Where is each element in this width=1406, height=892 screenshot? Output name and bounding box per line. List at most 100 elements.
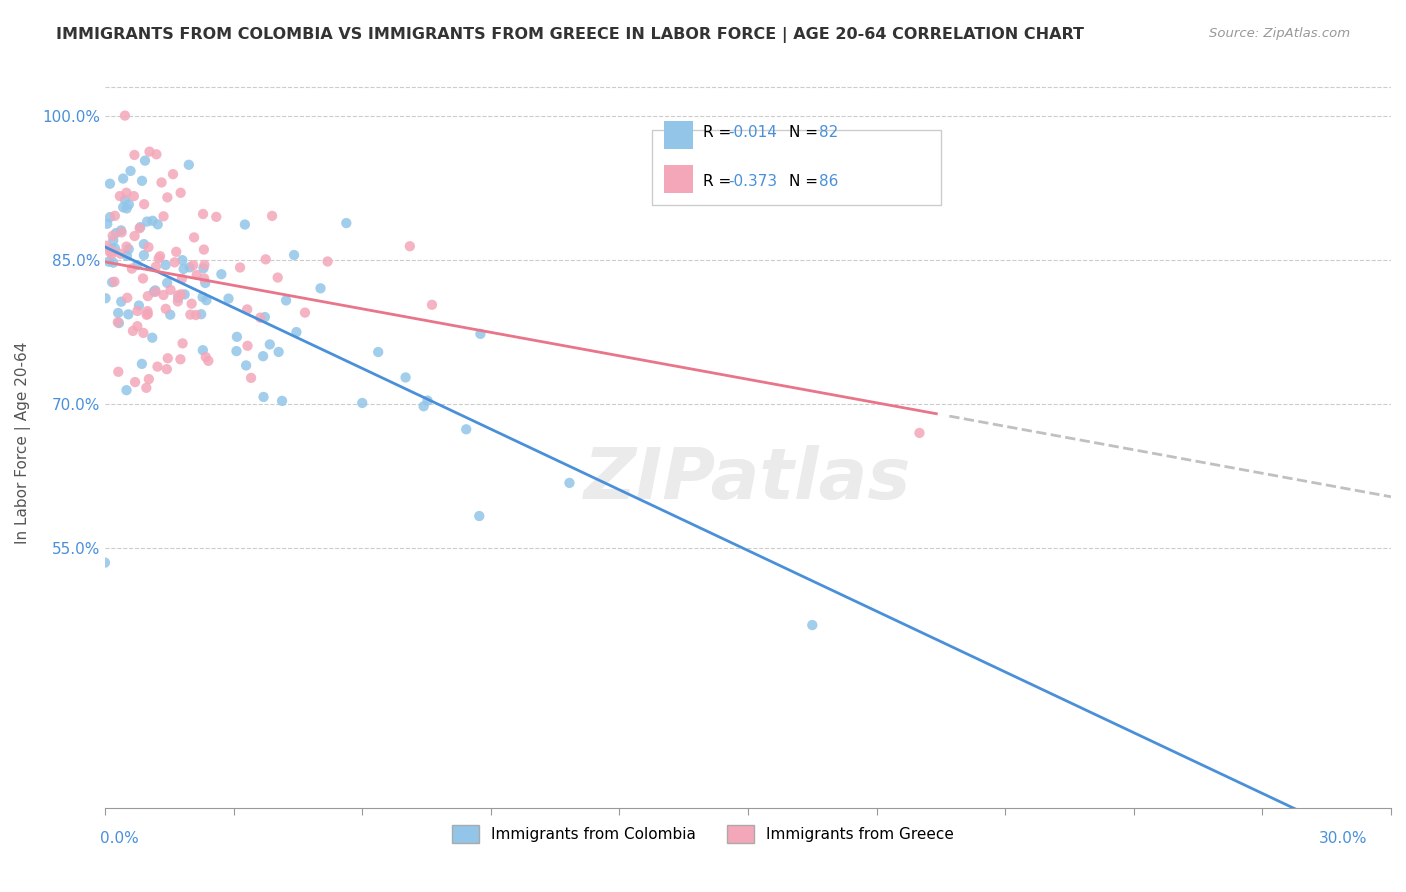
Point bbox=[104, 241, 127, 255]
Point bbox=[136, 289, 159, 303]
Point bbox=[121, 261, 143, 276]
Point bbox=[145, 285, 167, 299]
Text: 86: 86 bbox=[818, 174, 838, 189]
Point bbox=[166, 294, 188, 309]
Point bbox=[179, 308, 201, 322]
Point bbox=[98, 210, 121, 224]
Point bbox=[136, 307, 159, 321]
Point bbox=[335, 216, 357, 230]
Point bbox=[367, 345, 389, 359]
Point bbox=[136, 214, 159, 228]
Point bbox=[110, 294, 132, 309]
Point bbox=[110, 246, 132, 260]
Point bbox=[162, 167, 184, 181]
Point bbox=[180, 296, 202, 310]
FancyBboxPatch shape bbox=[665, 165, 693, 193]
Point bbox=[150, 176, 173, 190]
Point bbox=[138, 372, 160, 386]
Point bbox=[101, 244, 124, 259]
Point bbox=[112, 200, 135, 214]
Legend: Immigrants from Colombia, Immigrants from Greece: Immigrants from Colombia, Immigrants fro… bbox=[446, 819, 960, 848]
Point bbox=[159, 283, 181, 297]
Point bbox=[128, 221, 150, 235]
Point bbox=[104, 209, 127, 223]
Point bbox=[138, 240, 160, 254]
Point bbox=[107, 365, 129, 379]
Point bbox=[172, 336, 194, 351]
Point bbox=[173, 261, 195, 276]
Point bbox=[172, 253, 194, 268]
Point bbox=[193, 261, 215, 276]
Point bbox=[132, 237, 155, 252]
Point bbox=[118, 242, 141, 256]
Point bbox=[468, 509, 491, 524]
Point bbox=[283, 248, 305, 262]
Point bbox=[167, 291, 190, 305]
Point bbox=[316, 254, 339, 268]
Point bbox=[186, 268, 208, 282]
Point bbox=[173, 287, 195, 301]
Text: IMMIGRANTS FROM COLOMBIA VS IMMIGRANTS FROM GREECE IN LABOR FORCE | AGE 20-64 CO: IMMIGRANTS FROM COLOMBIA VS IMMIGRANTS F… bbox=[56, 27, 1084, 43]
Point bbox=[191, 290, 214, 304]
Point bbox=[271, 393, 294, 408]
Point bbox=[100, 247, 122, 261]
Point bbox=[254, 252, 277, 267]
Point bbox=[165, 244, 187, 259]
Point bbox=[131, 174, 153, 188]
Point bbox=[122, 189, 145, 203]
Point bbox=[132, 326, 155, 340]
Point bbox=[141, 331, 163, 345]
Point bbox=[456, 422, 478, 436]
Point bbox=[412, 399, 434, 413]
Text: Source: ZipAtlas.com: Source: ZipAtlas.com bbox=[1209, 27, 1350, 40]
Text: R =: R = bbox=[703, 174, 737, 189]
Y-axis label: In Labor Force | Age 20-64: In Labor Force | Age 20-64 bbox=[15, 342, 31, 544]
Text: 82: 82 bbox=[818, 125, 838, 140]
Point bbox=[267, 345, 290, 359]
Point bbox=[103, 233, 125, 247]
Point bbox=[194, 350, 217, 364]
Point bbox=[115, 202, 138, 216]
Point bbox=[170, 287, 193, 301]
Point bbox=[117, 307, 139, 321]
Point bbox=[225, 344, 247, 359]
Point bbox=[135, 381, 157, 395]
FancyBboxPatch shape bbox=[651, 130, 941, 205]
Point bbox=[115, 186, 138, 200]
Point bbox=[108, 189, 131, 203]
Point bbox=[136, 304, 159, 318]
Point bbox=[131, 357, 153, 371]
Point bbox=[141, 214, 163, 228]
Point bbox=[159, 308, 181, 322]
Point bbox=[118, 197, 141, 211]
Point bbox=[262, 209, 284, 223]
Point bbox=[135, 308, 157, 322]
Point bbox=[127, 304, 149, 318]
Point bbox=[149, 249, 172, 263]
Point bbox=[120, 164, 142, 178]
Point bbox=[115, 291, 138, 305]
Point bbox=[152, 288, 174, 302]
Point bbox=[177, 158, 200, 172]
Point bbox=[470, 326, 492, 341]
Point bbox=[167, 288, 190, 302]
Point bbox=[98, 244, 121, 259]
Point bbox=[169, 186, 191, 200]
Point bbox=[801, 618, 824, 632]
Point bbox=[156, 362, 179, 376]
Point bbox=[96, 238, 118, 252]
Point bbox=[128, 299, 150, 313]
Point bbox=[125, 258, 148, 272]
Point bbox=[132, 271, 155, 285]
Point bbox=[134, 197, 156, 211]
Text: 30.0%: 30.0% bbox=[1319, 831, 1367, 846]
Point bbox=[142, 285, 165, 299]
Point bbox=[191, 207, 214, 221]
Point bbox=[259, 337, 281, 351]
FancyBboxPatch shape bbox=[665, 121, 693, 149]
Point bbox=[420, 298, 443, 312]
Point bbox=[155, 301, 177, 316]
Point bbox=[209, 267, 232, 281]
Point bbox=[398, 239, 420, 253]
Point bbox=[205, 210, 228, 224]
